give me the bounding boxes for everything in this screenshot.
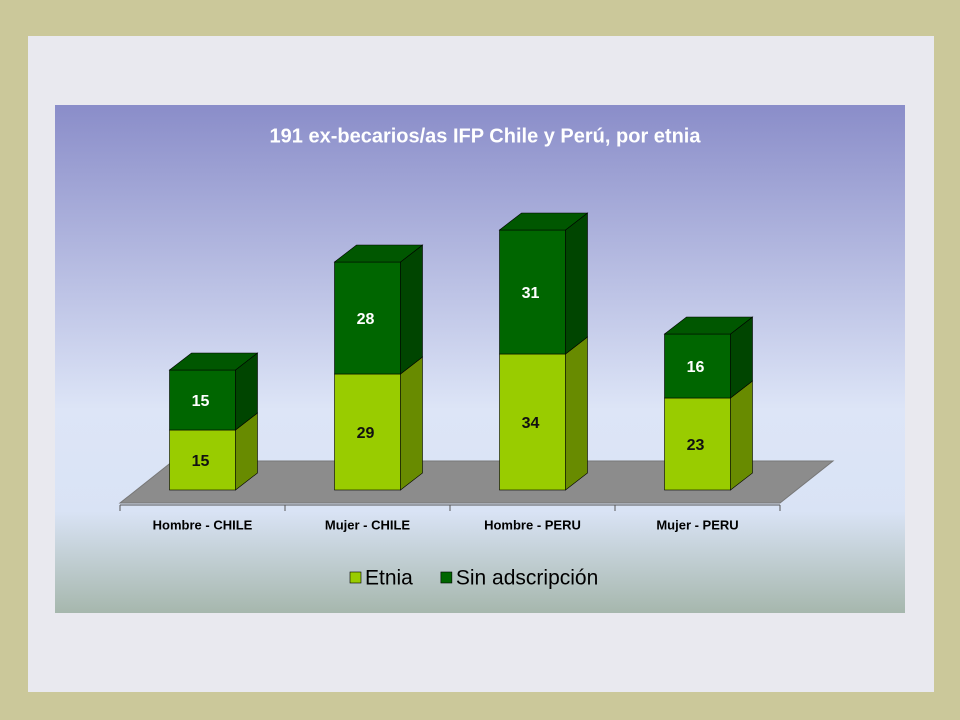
bar-side	[730, 380, 753, 491]
bar-side	[565, 212, 588, 355]
bar	[499, 353, 566, 491]
data-label: 15	[192, 453, 210, 470]
chart-title: 191 ex-becarios/as IFP Chile y Perú, por…	[270, 125, 702, 147]
data-label: 16	[687, 359, 705, 376]
x-tick-label: Mujer - CHILE	[325, 517, 411, 532]
data-label: 15	[192, 393, 210, 410]
data-label: 31	[522, 285, 540, 302]
floor	[118, 460, 835, 504]
legend-label: Sin adscripción	[456, 567, 598, 590]
plot-background	[55, 105, 905, 613]
x-tick-label: Mujer - PERU	[656, 517, 738, 532]
legend-swatch	[349, 571, 362, 584]
bar	[499, 229, 566, 355]
bar-side	[400, 356, 423, 491]
bar	[664, 397, 731, 491]
data-label: 34	[522, 415, 540, 432]
bar-top	[663, 316, 754, 335]
bar-side	[565, 336, 588, 491]
legend-label: Etnia	[365, 567, 413, 590]
bar	[169, 369, 236, 431]
x-tick-label: Hombre - CHILE	[153, 517, 253, 532]
bar-side	[400, 244, 423, 375]
data-label: 28	[357, 311, 375, 328]
bar	[664, 333, 731, 399]
legend-swatch	[440, 571, 453, 584]
bar	[169, 429, 236, 491]
bar-top	[333, 244, 424, 263]
bar	[334, 261, 401, 375]
x-tick-label: Hombre - PERU	[484, 517, 581, 532]
bar	[334, 373, 401, 491]
data-label: 23	[687, 437, 705, 454]
bar-top	[168, 352, 259, 371]
bar-top	[498, 212, 589, 231]
data-label: 29	[357, 425, 375, 442]
